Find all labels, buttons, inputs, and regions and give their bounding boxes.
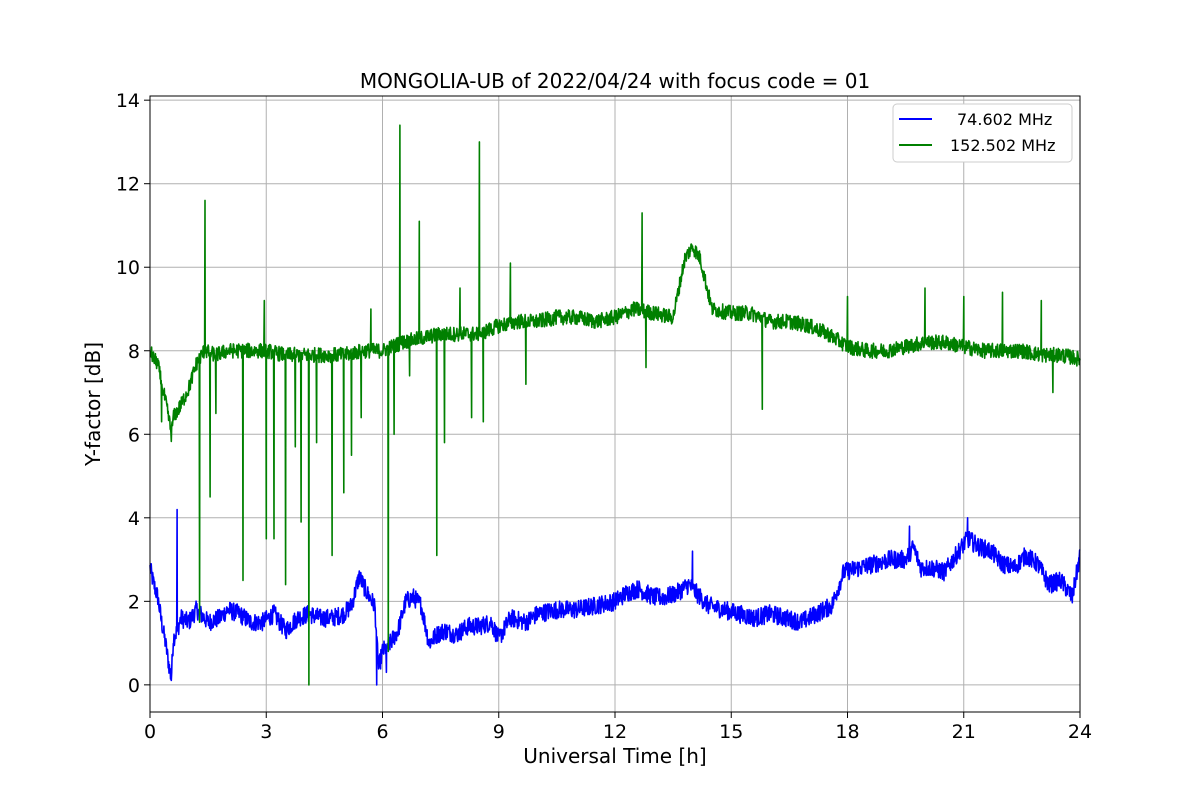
y-tick-label: 2 <box>128 591 140 613</box>
y-tick-label: 6 <box>128 424 140 446</box>
y-tick-label: 10 <box>116 257 140 279</box>
y-tick-label: 12 <box>116 174 140 196</box>
series-layer <box>149 124 1081 686</box>
y-tick-label: 0 <box>128 675 140 697</box>
y-axis-label: Y-factor [dB] <box>81 342 105 467</box>
legend-box <box>892 103 1073 163</box>
x-axis-label: Universal Time [h] <box>523 744 706 768</box>
x-tick-label: 21 <box>952 721 976 743</box>
y-tick-label: 8 <box>128 341 140 363</box>
x-tick-label: 12 <box>603 721 627 743</box>
x-tick-label: 3 <box>260 721 272 743</box>
x-tick-label: 18 <box>835 721 859 743</box>
legend-label-74mhz: 74.602 MHz <box>957 110 1052 129</box>
series-line-0 <box>149 508 1081 686</box>
x-tick-label: 15 <box>719 721 743 743</box>
y-tick-label: 4 <box>128 508 140 530</box>
x-tick-label: 24 <box>1068 721 1092 743</box>
chart-title: MONGOLIA-UB of 2022/04/24 with focus cod… <box>360 69 870 93</box>
x-tick-label: 6 <box>376 721 388 743</box>
legend-label-152mhz: 152.502 MHz <box>950 136 1055 155</box>
legend: 74.602 MHz 152.502 MHz <box>892 103 1073 163</box>
x-tick-label: 0 <box>144 721 156 743</box>
x-tick-label: 9 <box>493 721 505 743</box>
y-tick-label: 14 <box>116 90 140 112</box>
series-line-1 <box>149 124 1081 686</box>
